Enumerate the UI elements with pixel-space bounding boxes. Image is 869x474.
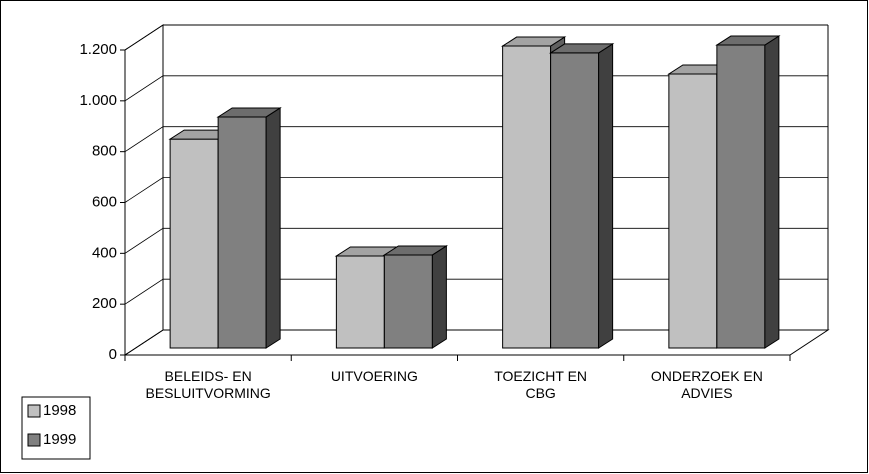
bar-front (550, 52, 600, 349)
bar-top (715, 35, 781, 46)
bar-top (216, 107, 282, 118)
bar-side (598, 42, 614, 349)
bar-front (383, 254, 433, 349)
bar-front (169, 138, 219, 349)
x-tick-label: UITVOERING (330, 368, 418, 384)
bar (216, 107, 282, 349)
y-tick-label: 800 (92, 143, 117, 160)
x-tick-label: BELEIDS- EN BESLUITVORMING (145, 368, 271, 401)
bar-side (265, 107, 281, 349)
legend-label: 1999 (43, 431, 76, 448)
bar-side (764, 35, 780, 349)
bar-side (431, 245, 447, 349)
bar-front (668, 73, 718, 349)
y-tick-label: 400 (92, 244, 117, 261)
bar-top (500, 36, 567, 47)
legend-label: 1998 (43, 402, 76, 419)
x-tick-label: TOEZICHT EN CBG (494, 368, 588, 401)
legend-swatch (27, 404, 41, 418)
legend-swatch (27, 433, 41, 447)
bar (715, 35, 781, 349)
bar-front (716, 44, 766, 349)
bar-top (548, 43, 615, 54)
bar (382, 245, 449, 349)
grid-line (124, 24, 828, 51)
bar-front (502, 45, 552, 349)
bar-front (217, 116, 267, 349)
y-tick-label: 1.000 (79, 92, 117, 109)
x-tick-label: ONDERZOEK EN ADVIES (650, 368, 763, 401)
y-tick-label: 0 (109, 346, 117, 363)
y-tick-label: 600 (92, 193, 117, 210)
bar-front (335, 255, 385, 349)
bar-top (382, 245, 449, 256)
y-tick-label: 200 (92, 295, 117, 312)
bar (548, 42, 615, 349)
y-tick-label: 1.200 (79, 41, 117, 58)
